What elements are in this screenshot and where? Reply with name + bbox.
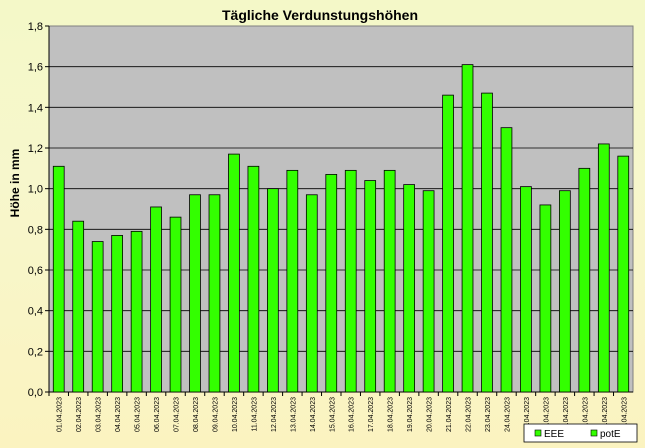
x-tick-label: 22.04.2023 <box>466 397 473 432</box>
bar <box>442 94 454 393</box>
bar <box>111 235 123 393</box>
x-tick-label: 08.04.2023 <box>193 397 200 432</box>
bar <box>91 241 104 393</box>
y-axis: 0,0 0,2 0,4 0,6 0,8 1,0 1,2 1,4 1,6 1,8 <box>28 21 50 399</box>
y-tick-label: 0,0 <box>28 387 43 399</box>
legend-swatch <box>534 429 542 437</box>
y-axis-label: Höhe in mm <box>8 149 22 218</box>
bar <box>403 184 415 393</box>
bar <box>500 127 513 393</box>
bar <box>461 64 474 393</box>
bar <box>422 190 435 393</box>
bar <box>481 92 493 393</box>
bar <box>559 190 571 393</box>
x-tick-label: 19.04.2023 <box>407 397 414 432</box>
y-tick-label: 0,4 <box>28 306 43 318</box>
x-tick-label: 20.04.2023 <box>427 397 434 432</box>
y-tick-label: 1,8 <box>28 21 43 33</box>
x-tick-label: 11.04.2023 <box>251 397 258 432</box>
x-tick-label: 23.04.2023 <box>485 397 492 432</box>
bar <box>130 230 143 393</box>
x-tick-label: 10.04.2023 <box>232 397 239 432</box>
bar <box>520 186 532 393</box>
x-tick-label: 24.04.2023 <box>504 397 511 432</box>
bars <box>52 64 630 393</box>
legend: EEE potE <box>523 423 638 443</box>
plot-background <box>48 25 634 393</box>
bar <box>228 153 240 393</box>
x-tick-label: 15.04.2023 <box>329 397 336 432</box>
x-tick-label: 29.04.2023 <box>602 397 609 432</box>
x-tick-label: 01.04.2023 <box>57 397 64 432</box>
bar <box>539 204 552 393</box>
bar <box>364 180 377 393</box>
bar <box>383 169 396 393</box>
x-tick-label: 09.04.2023 <box>212 397 219 432</box>
x-tick-label: 07.04.2023 <box>174 397 181 432</box>
bar <box>247 165 260 393</box>
bar <box>286 169 299 393</box>
x-tick-label: 13.04.2023 <box>290 397 297 432</box>
bar <box>344 169 357 393</box>
x-tick-label: 17.04.2023 <box>368 397 375 432</box>
x-tick-label: 12.04.2023 <box>271 397 278 432</box>
x-tick-label: 03.04.2023 <box>96 397 103 432</box>
legend-label: potE <box>600 429 621 440</box>
bar <box>597 143 610 393</box>
bar <box>150 206 162 393</box>
y-tick-label: 0,6 <box>28 265 43 277</box>
bar <box>72 220 85 393</box>
bar <box>52 165 65 393</box>
x-tick-label: 18.04.2023 <box>388 397 395 432</box>
x-tick-label: 27.04.2023 <box>563 397 570 432</box>
y-tick-label: 1,6 <box>28 62 43 74</box>
bar <box>325 174 338 393</box>
x-axis: 01.04.2023 02.04.2023 03.04.2023 04.04.2023… <box>48 391 633 432</box>
y-tick-label: 1,4 <box>28 102 43 114</box>
y-tick-label: 0,2 <box>28 346 43 358</box>
x-tick-label: 30.04.2023 <box>621 397 628 432</box>
y-tick-label: 1,0 <box>28 184 43 196</box>
bar <box>267 188 279 393</box>
x-tick-label: 14.04.2023 <box>310 397 317 432</box>
x-tick-label: 16.04.2023 <box>349 397 356 432</box>
x-tick-label: 04.04.2023 <box>115 397 122 432</box>
plot-area <box>48 25 634 393</box>
x-tick-label: 25.04.2023 <box>524 397 531 432</box>
legend-label: EEE <box>544 429 564 440</box>
x-tick-label: 21.04.2023 <box>446 397 453 432</box>
x-tick-label: 26.04.2023 <box>543 397 550 432</box>
legend-box <box>523 423 638 443</box>
bar <box>189 194 201 393</box>
x-tick-label: 05.04.2023 <box>135 397 142 432</box>
legend-swatch <box>590 429 598 437</box>
bar <box>208 194 221 393</box>
y-tick-label: 0,8 <box>28 224 43 236</box>
x-tick-label: 06.04.2023 <box>154 397 161 432</box>
bar <box>578 167 591 393</box>
x-tick-label: 02.04.2023 <box>76 397 83 432</box>
x-tick-label: 28.04.2023 <box>582 397 589 432</box>
y-tick-label: 1,2 <box>28 143 43 155</box>
chart-title: Tägliche Verdunstungshöhen <box>222 7 418 23</box>
bar <box>617 155 630 393</box>
bar <box>169 216 182 393</box>
bar <box>305 194 318 393</box>
